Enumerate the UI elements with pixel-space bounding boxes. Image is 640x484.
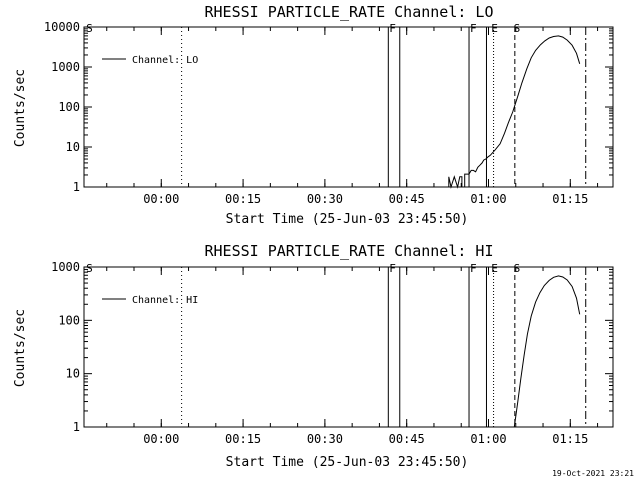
x-tick-label: 01:00 [470,192,506,206]
legend-entry-label: Channel: HI [132,295,198,306]
flag-label: E [491,262,498,275]
x-tick-label: 01:15 [552,432,588,446]
x-tick-label: 00:15 [225,432,261,446]
legend-entry-label: Channel: LO [132,55,198,66]
y-tick-label: 10000 [44,20,80,34]
y-tick-label: 1 [73,180,80,194]
x-axis-label: Start Time (25-Jun-03 23:45:50) [226,212,469,227]
y-tick-label: 1 [73,420,80,434]
x-tick-label: 00:00 [143,432,179,446]
y-tick-label: 100 [58,313,80,327]
x-tick-label: 00:15 [225,192,261,206]
x-tick-label: 01:00 [470,432,506,446]
x-tick-label: 00:45 [389,192,425,206]
chart-title: RHESSI PARTICLE_RATE Channel: HI [205,242,494,260]
x-tick-label: 00:30 [307,432,343,446]
x-tick-label: 00:00 [143,192,179,206]
y-axis-label: Counts/sec [13,309,28,387]
y-tick-label: 1000 [51,60,80,74]
plot-frame [83,266,614,428]
flag-label: E [491,22,498,35]
series-line [513,275,581,428]
flag-label: S [86,262,93,275]
plot-frame [83,26,614,188]
series-line [448,35,581,189]
x-tick-label: 00:30 [307,192,343,206]
flag-label: S [514,262,521,275]
y-axis-label: Counts/sec [13,69,28,147]
flag-label: F [389,262,396,275]
flag-label: S [86,22,93,35]
flag-label: F [389,22,396,35]
hi-channel-panel: RHESSI PARTICLE_RATE Channel: HI Start T… [13,242,614,470]
render-timestamp: 19-Oct-2021 23:21 [552,469,634,478]
lo-channel-panel: RHESSI PARTICLE_RATE Channel: LO Start T… [13,3,614,227]
x-tick-label: 01:15 [552,192,588,206]
chart-title: RHESSI PARTICLE_RATE Channel: LO [205,3,494,21]
y-tick-label: 100 [58,100,80,114]
x-tick-label: 00:45 [389,432,425,446]
y-tick-label: 10 [66,140,80,154]
y-tick-label: 10 [66,367,80,381]
y-tick-label: 1000 [51,260,80,274]
flag-label: F [470,22,477,35]
x-axis-label: Start Time (25-Jun-03 23:45:50) [226,455,469,470]
flag-label: S [514,22,521,35]
flag-label: F [470,262,477,275]
